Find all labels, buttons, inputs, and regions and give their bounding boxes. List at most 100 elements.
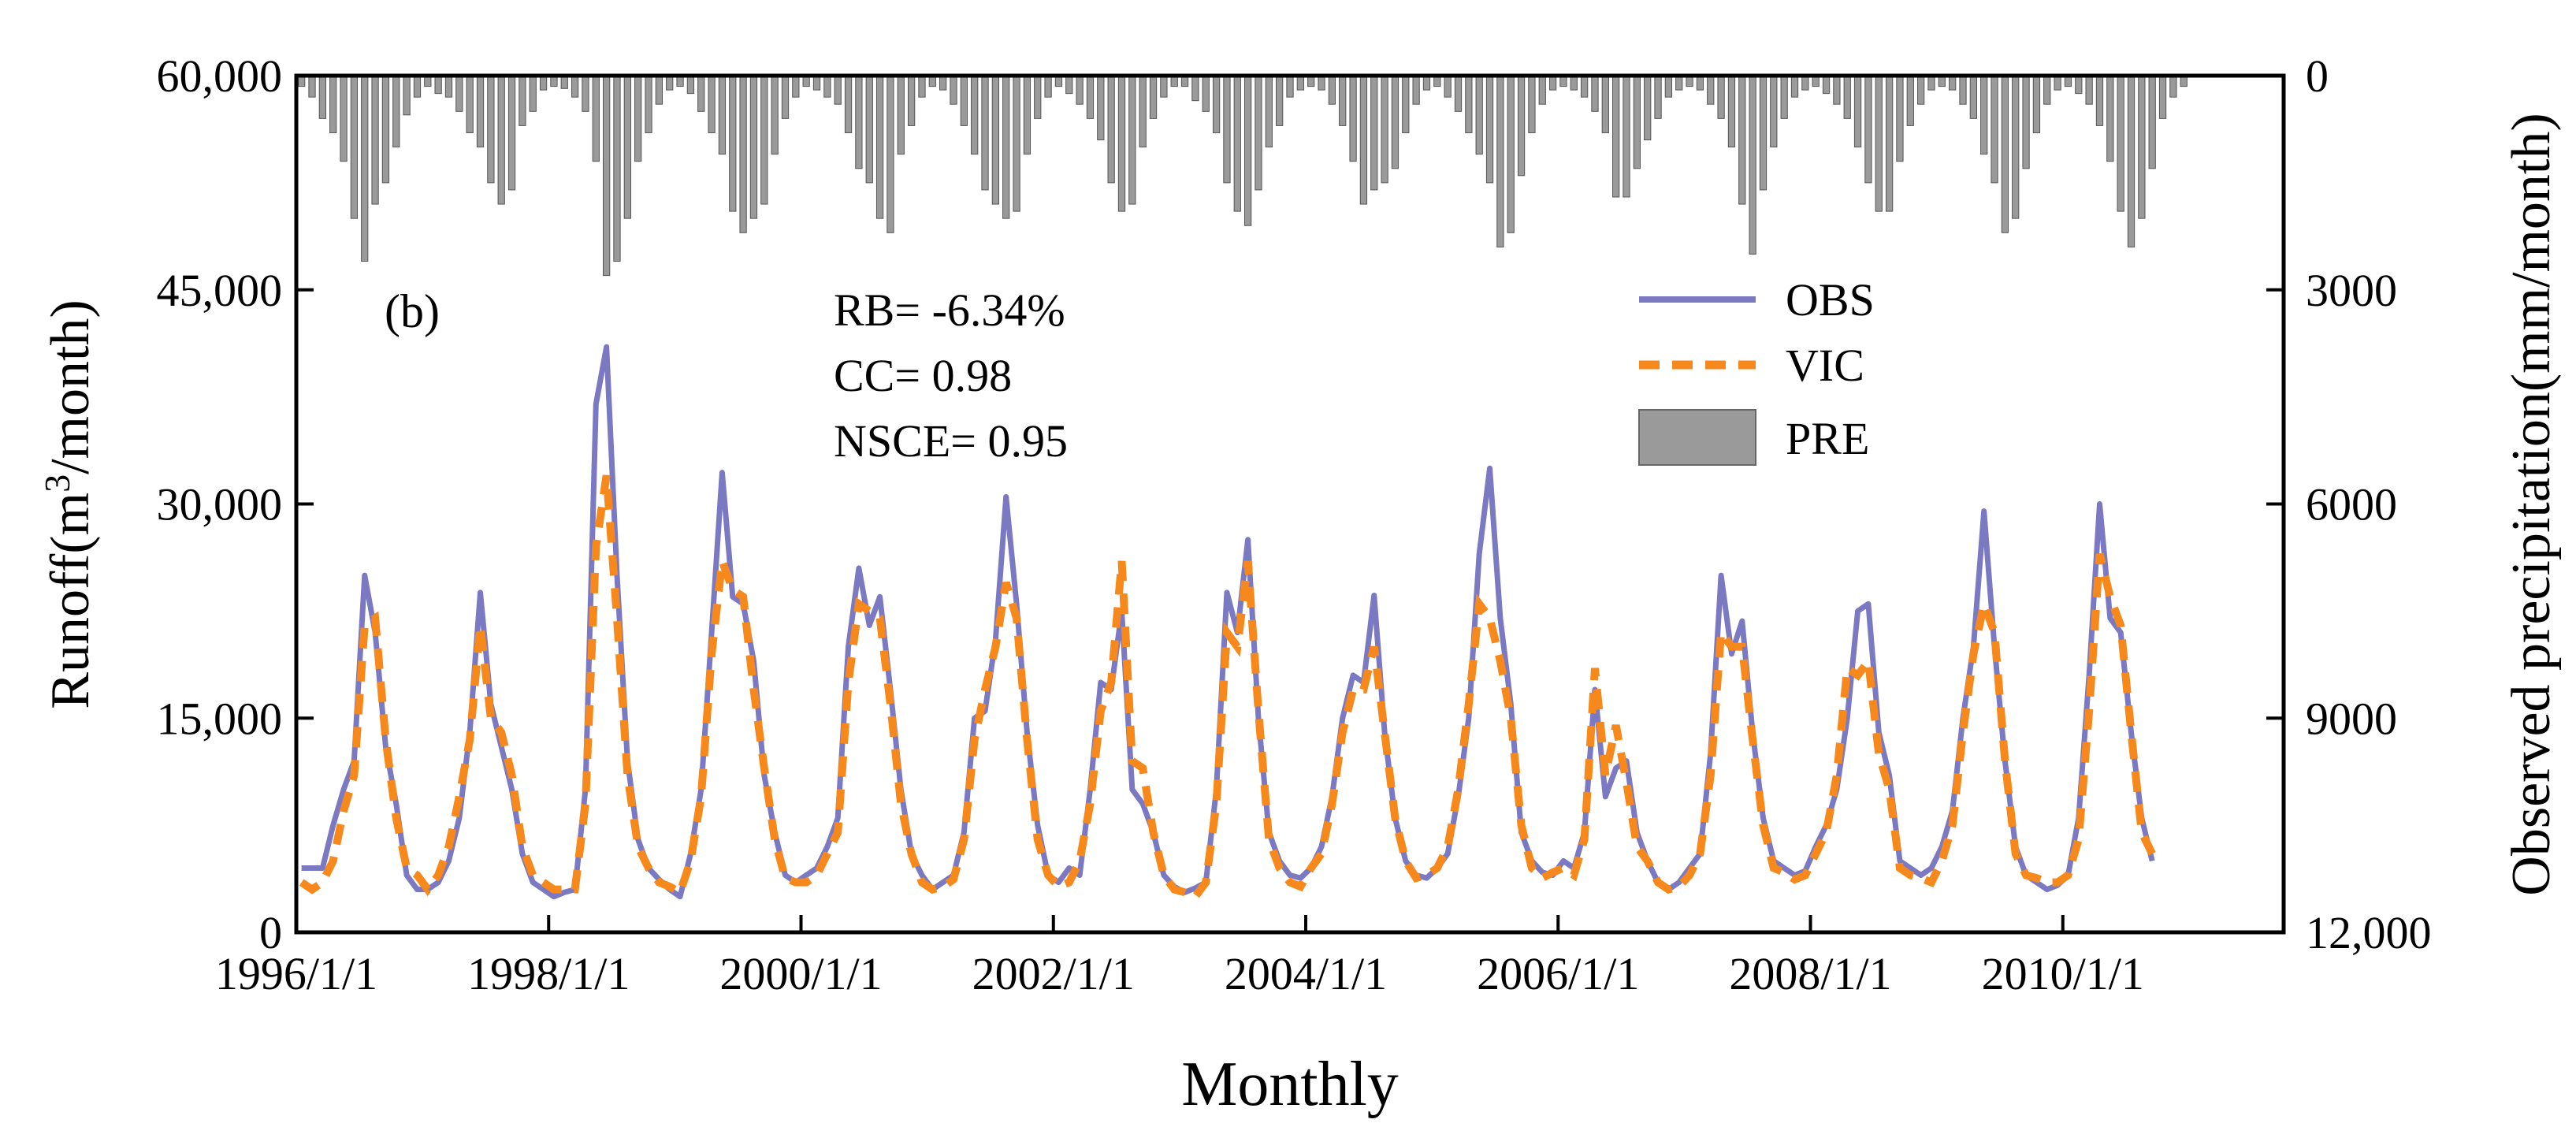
pre-bar <box>1654 75 1662 119</box>
y-tick-label-right: 6000 <box>2306 479 2397 530</box>
pre-bar <box>1444 75 1452 98</box>
pre-bar <box>487 75 495 184</box>
pre-bar <box>434 75 442 95</box>
pre-bar <box>1422 75 1431 91</box>
pre-bar <box>1013 75 1020 212</box>
pre-bar <box>1864 75 1872 184</box>
pre-bar <box>865 75 873 184</box>
pre-bar <box>1381 75 1388 184</box>
pre-bar <box>1749 75 1756 255</box>
pre-bar <box>1738 75 1746 205</box>
pre-bar <box>1465 75 1473 133</box>
pre-bar <box>1023 75 1032 155</box>
legend-obs-label: OBS <box>1786 274 1875 325</box>
pre-bar <box>697 75 705 112</box>
pre-bar <box>1959 75 1967 105</box>
pre-bar <box>645 75 652 133</box>
pre-bar <box>1086 75 1095 119</box>
pre-bar <box>1896 75 1904 162</box>
pre-bar <box>413 75 422 98</box>
pre-bar <box>823 75 831 98</box>
pre-bar <box>1906 75 1914 126</box>
pre-bar <box>329 75 337 133</box>
pre-bar <box>539 75 548 91</box>
pre-bar <box>1485 75 1494 184</box>
pre-bar <box>1212 75 1221 133</box>
pre-bar <box>834 75 842 105</box>
pre-bar <box>2075 75 2083 95</box>
pre-bar <box>1160 75 1168 98</box>
pre-bar <box>1538 75 1546 105</box>
pre-bar <box>529 75 537 112</box>
y-tick-label-left: 30,000 <box>157 479 283 530</box>
pre-bar <box>855 75 863 169</box>
pre-bar <box>623 75 631 219</box>
x-tick-label: 2006/1/1 <box>1477 948 1639 999</box>
x-tick-label: 2004/1/1 <box>1225 948 1387 999</box>
pre-bar <box>2158 75 2167 119</box>
x-axis-label: Monthly <box>1181 1050 1399 1119</box>
pre-bar <box>686 75 695 95</box>
pre-bar <box>1580 75 1589 98</box>
pre-bar <box>2085 75 2093 105</box>
pre-bar <box>1149 75 1158 119</box>
pre-bar <box>655 75 663 105</box>
pre-bar <box>1927 75 1935 91</box>
stat-rb: RB= -6.34% <box>834 284 1065 336</box>
pre-bar <box>1107 75 1115 184</box>
pre-bar <box>1002 75 1010 219</box>
pre-bar <box>2043 75 2051 105</box>
pre-bar <box>1991 75 1998 184</box>
pre-bar <box>1191 75 1199 102</box>
pre-bar <box>897 75 905 155</box>
pre-bar <box>2148 75 2156 169</box>
pre-bar <box>361 75 369 262</box>
pre-bar <box>1727 75 1736 148</box>
pre-bar <box>907 75 916 126</box>
pre-bar <box>950 75 957 105</box>
x-tick-label: 2008/1/1 <box>1729 948 1891 999</box>
pre-bar <box>1349 75 1357 162</box>
pre-bar <box>1570 75 1578 91</box>
pre-bar <box>1833 75 1841 105</box>
pre-bar <box>971 75 979 155</box>
pre-bar <box>1412 75 1420 105</box>
pre-bar <box>1633 75 1641 169</box>
stats-block: RB= -6.34% CC= 0.98 NSCE= 0.95 <box>834 284 1068 467</box>
pre-bar <box>2117 75 2124 212</box>
pre-bar <box>1296 75 1304 91</box>
y-tick-label-left: 60,000 <box>157 50 283 102</box>
x-tick-label: 1998/1/1 <box>467 948 630 999</box>
pre-bar <box>1202 75 1210 112</box>
pre-bar <box>2032 75 2041 133</box>
pre-bar <box>771 75 779 155</box>
pre-bar <box>1644 75 1652 141</box>
pre-bar <box>739 75 747 233</box>
pre-bar <box>1980 75 1988 155</box>
pre-bar <box>1949 75 1957 91</box>
stat-cc: CC= 0.98 <box>834 350 1012 401</box>
axes-ticks: 1996/1/1 1998/1/1 2000/1/1 2002/1/1 2004/1/1… <box>157 50 2432 999</box>
y-tick-label-left: 15,000 <box>157 693 283 744</box>
pre-bar <box>1790 75 1799 98</box>
y-tick-label-right: 3000 <box>2306 265 2397 316</box>
pre-bar <box>1243 75 1252 226</box>
pre-bar <box>2106 75 2114 162</box>
pre-bar <box>1328 75 1336 105</box>
pre-bar <box>1969 75 1977 119</box>
pre-bar <box>1528 75 1536 133</box>
pre-bar <box>960 75 968 126</box>
pre-bar <box>1391 75 1400 169</box>
pre-bar <box>844 75 853 133</box>
y-tick-label-left: 45,000 <box>157 265 283 316</box>
pre-bar <box>1223 75 1231 184</box>
panel-label: (b) <box>385 285 440 337</box>
x-tick-label: 2010/1/1 <box>1982 948 2144 999</box>
pre-bar <box>1612 75 1620 198</box>
pre-bar <box>1097 75 1105 141</box>
pre-bar <box>308 75 316 98</box>
pre-bar <box>708 75 716 133</box>
pre-bar <box>1853 75 1862 148</box>
y-tick-label-right: 12,000 <box>2306 907 2432 958</box>
